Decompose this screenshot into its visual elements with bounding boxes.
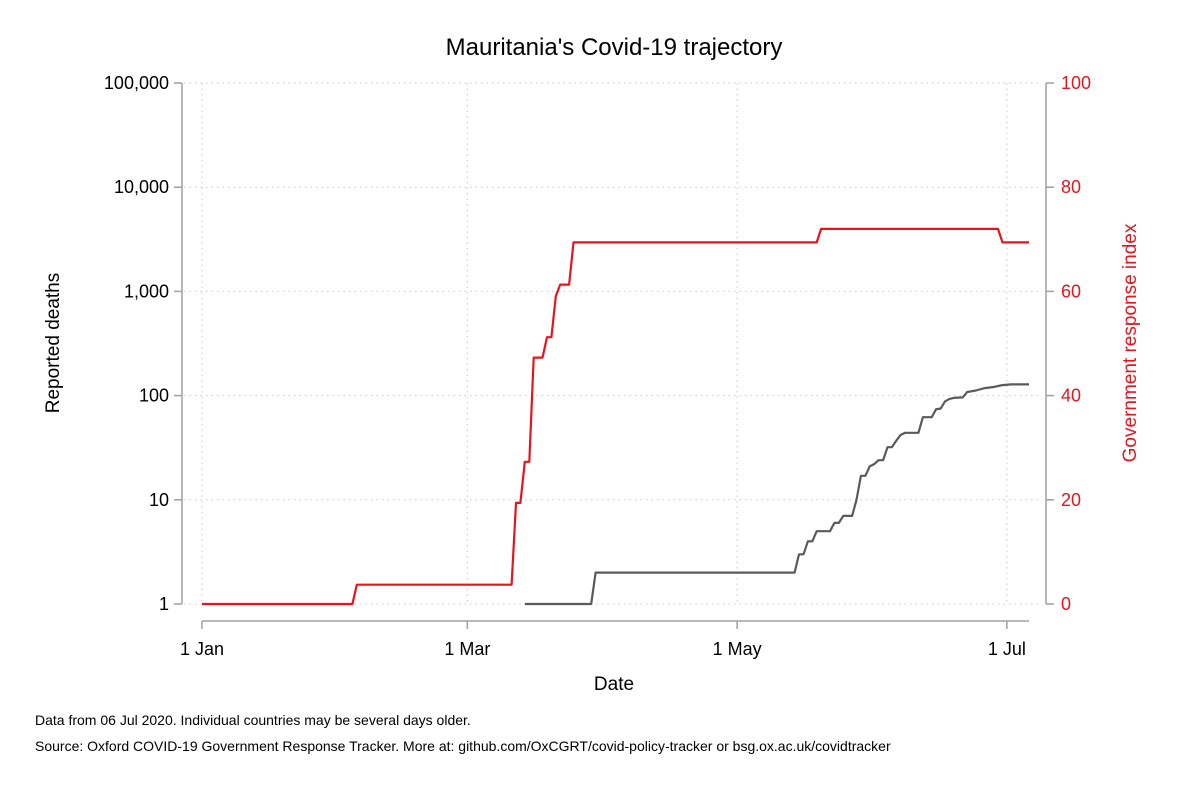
y-axis-left-title: Reported deaths xyxy=(43,273,64,414)
y-left-tick-label: 10,000 xyxy=(114,177,169,197)
tick-labels: 1 10 100 1,000 10,000 100,000 0 20 40 60 80 100 1 Ja… xyxy=(104,73,1091,659)
deaths-series-line xyxy=(524,383,1029,606)
axes xyxy=(174,82,1054,629)
y-left-tick-label: 1,000 xyxy=(124,281,169,301)
x-tick-label: 1 May xyxy=(713,639,762,659)
source-note: Source: Oxford COVID-19 Government Respo… xyxy=(35,738,891,754)
y-left-tick-label: 10 xyxy=(149,490,169,510)
y-right-tick-label: 40 xyxy=(1061,386,1081,406)
series-lines xyxy=(202,227,1029,606)
y-right-tick-label: 20 xyxy=(1061,490,1081,510)
y-right-tick-label: 60 xyxy=(1061,281,1081,301)
y-right-tick-label: 80 xyxy=(1061,177,1081,197)
x-tick-label: 1 Jan xyxy=(180,639,224,659)
chart-title: Mauritania's Covid-19 trajectory xyxy=(446,34,783,61)
gridlines xyxy=(184,82,1042,605)
x-tick-label: 1 Mar xyxy=(444,639,490,659)
y-left-tick-label: 1 xyxy=(159,594,169,614)
y-right-tick-label: 0 xyxy=(1061,594,1071,614)
y-left-tick-label: 100 xyxy=(139,386,169,406)
x-tick-label: 1 Jul xyxy=(988,639,1026,659)
y-left-tick-label: 100,000 xyxy=(104,73,169,93)
x-axis-title: Date xyxy=(594,674,634,695)
y-axis-right-title: Government response index xyxy=(1120,223,1141,462)
data-date-note: Data from 06 Jul 2020. Individual countr… xyxy=(35,712,471,728)
covid-trajectory-chart: Mauritania's Covid-19 trajectory 1101001… xyxy=(43,34,1141,695)
y-right-tick-label: 100 xyxy=(1061,73,1091,93)
response-index-series-line xyxy=(202,227,1029,606)
